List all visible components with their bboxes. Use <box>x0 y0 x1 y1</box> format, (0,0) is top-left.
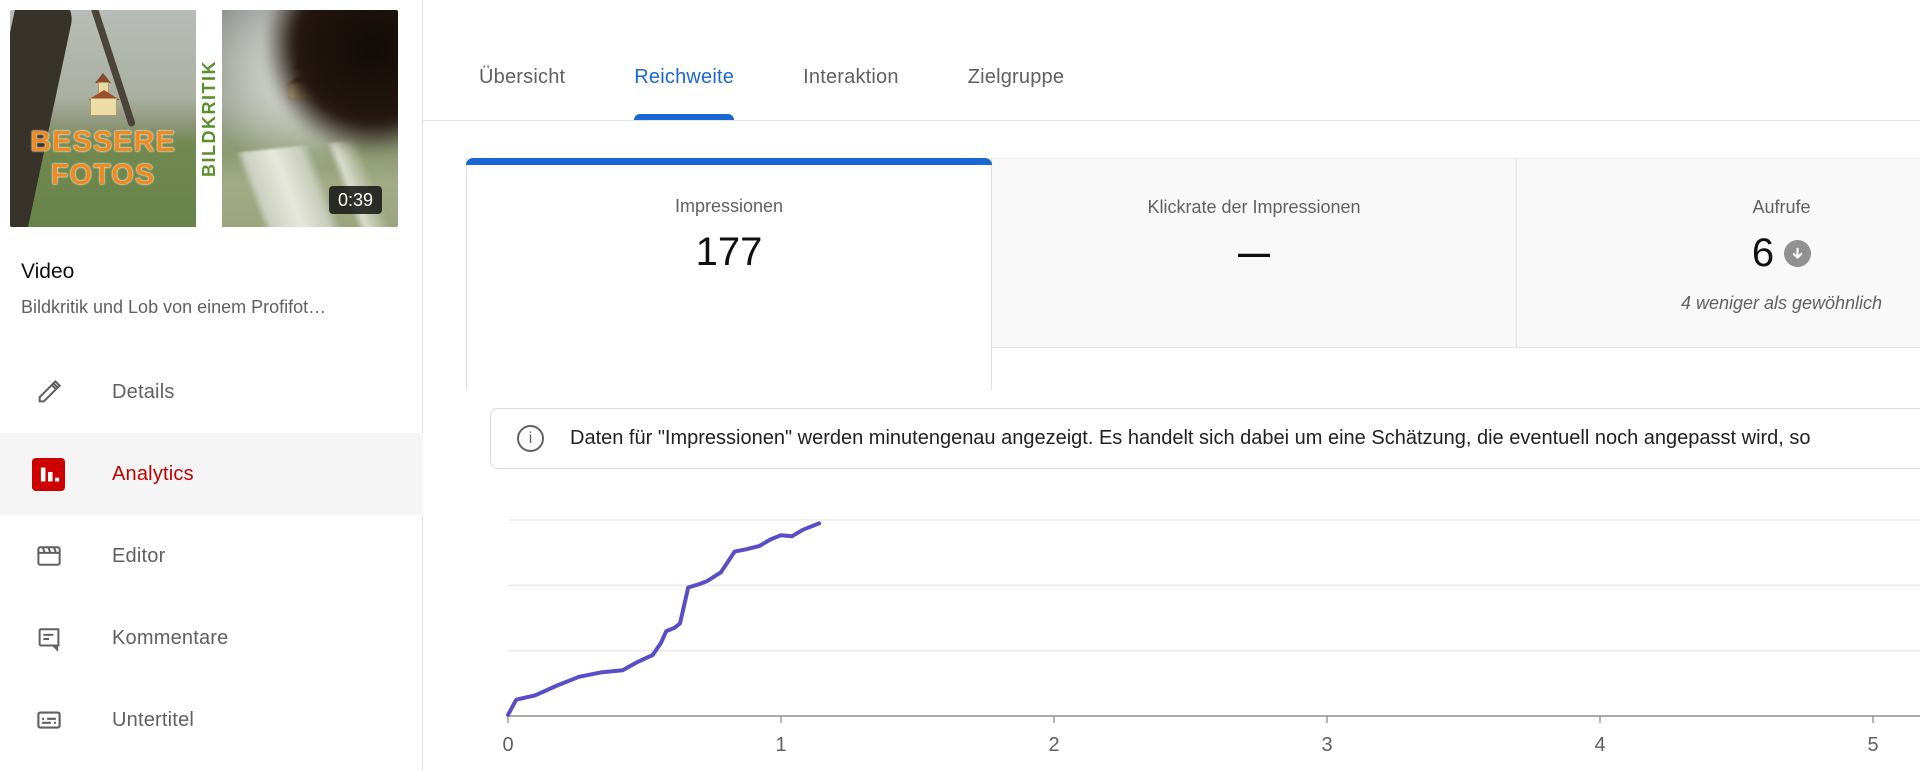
thumbnail-overlay-line2: FOTOS <box>50 159 156 191</box>
x-axis-tick-label: 0 <box>502 734 513 756</box>
active-tab-underline <box>634 114 735 120</box>
tab-interaktion[interactable]: Interaktion <box>803 0 899 120</box>
tab-label: Interaktion <box>803 66 899 88</box>
video-thumbnail: BESSERE FOTOS BILDKRITIK 0:39 <box>10 10 398 227</box>
thumbnail-overlay-line1: BESSERE <box>30 126 176 158</box>
sidebar-item-label: Details <box>112 380 175 403</box>
thumbnail-middle-strip: BILDKRITIK <box>196 10 222 227</box>
metric-card-value: — <box>1238 235 1270 271</box>
metric-card-label: Aufrufe <box>1752 197 1811 217</box>
sidebar-item-subtitles[interactable]: Untertitel <box>0 679 423 761</box>
metric-card-views[interactable]: Aufrufe 6 4 weniger als gewöhnlich <box>1516 158 1920 348</box>
info-banner: i Daten für "Impressionen" werden minute… <box>490 408 1920 469</box>
sidebar-item-label: Analytics <box>112 462 194 485</box>
thumbnail-vertical-title: BILDKRITIK <box>198 60 219 177</box>
tab-reichweite[interactable]: Reichweite <box>634 0 735 120</box>
impressions-series-line <box>506 521 822 717</box>
tab-label: Reichweite <box>634 66 735 88</box>
metric-card-value: 177 <box>695 230 763 274</box>
x-axis-tick-label: 1 <box>775 734 786 756</box>
comment-icon <box>32 622 65 655</box>
clapperboard-icon <box>32 540 65 573</box>
captions-icon <box>32 704 65 737</box>
selected-card-accent-bar <box>466 158 992 165</box>
bar-chart-icon <box>32 457 65 491</box>
x-axis-tick-label: 2 <box>1048 734 1059 756</box>
tab-label: Übersicht <box>479 66 566 88</box>
sidebar-item-details[interactable]: Details <box>0 351 423 433</box>
x-axis-tick-label: 5 <box>1867 734 1878 756</box>
metric-card-label: Klickrate der Impressionen <box>1147 197 1361 217</box>
metric-card-ctr[interactable]: Klickrate der Impressionen — <box>992 158 1516 348</box>
metric-card-impressions[interactable]: Impressionen 177 <box>466 158 992 390</box>
impressions-line-chart: 0 1 2 3 4 5 <box>502 519 1920 756</box>
tab-label: Zielgruppe <box>967 66 1065 88</box>
down-arrow-circle-icon <box>1784 239 1812 267</box>
thumbnail-overlay-text: BESSERE FOTOS <box>10 126 196 192</box>
analytics-tabs-bar: Übersicht Reichweite Interaktion Zielgru… <box>423 0 1920 121</box>
metric-card-label: Impressionen <box>674 196 784 216</box>
metric-card-subtext: 4 weniger als gewöhnlich <box>1680 293 1883 313</box>
info-banner-text: Daten für "Impressionen" werden minuteng… <box>570 427 1811 449</box>
finger-blur-shape <box>266 10 398 151</box>
sidebar-item-label: Editor <box>112 544 166 567</box>
sidebar-item-editor[interactable]: Editor <box>0 515 423 597</box>
metric-cards-row: Impressionen 177 Klickrate der Impressio… <box>466 158 1920 390</box>
metric-card-value: 6 <box>1751 231 1775 275</box>
sidebar: BESSERE FOTOS BILDKRITIK 0:39 Vide <box>0 0 423 771</box>
sidebar-item-analytics[interactable]: Analytics <box>0 433 423 515</box>
thumbnail-photo-right: 0:39 <box>222 10 398 227</box>
tree-trunk-shape <box>10 10 77 227</box>
video-title: Bildkritik und Lob von einem Profifot… <box>21 297 327 317</box>
sidebar-menu: Details Analytics <box>0 351 423 761</box>
info-icon: i <box>517 425 544 452</box>
pencil-icon <box>32 376 65 409</box>
sidebar-item-label: Untertitel <box>112 708 195 731</box>
tab-zielgruppe[interactable]: Zielgruppe <box>968 0 1065 120</box>
video-duration-badge: 0:39 <box>328 186 382 214</box>
tab-uebersicht[interactable]: Übersicht <box>479 0 565 120</box>
thumbnail-photo-left: BESSERE FOTOS <box>10 10 196 227</box>
sidebar-item-comments[interactable]: Kommentare <box>0 597 423 679</box>
x-axis-tick-label: 4 <box>1594 734 1605 756</box>
x-axis-tick-label: 3 <box>1321 734 1332 756</box>
video-kind-label: Video <box>21 260 75 283</box>
sidebar-item-label: Kommentare <box>112 626 229 649</box>
